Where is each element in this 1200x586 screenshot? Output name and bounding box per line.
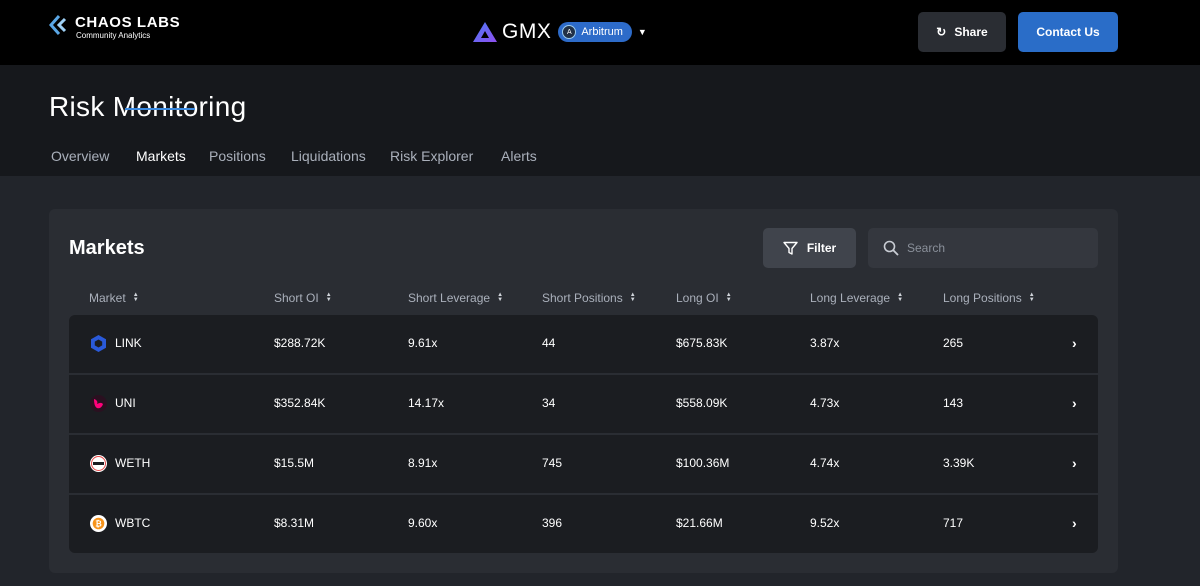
long-positions-cell: 717	[943, 516, 964, 530]
chevron-down-icon[interactable]: ▼	[637, 27, 647, 37]
link-token-icon	[91, 335, 106, 352]
arbitrum-icon: A	[562, 25, 577, 39]
long-positions-cell: 265	[943, 336, 964, 350]
long-oi-cell: $558.09K	[676, 396, 728, 410]
column-label: Short OI	[274, 291, 319, 305]
short-leverage-cell: 9.60x	[408, 516, 438, 530]
long-oi-cell: $100.36M	[676, 456, 730, 470]
filter-label: Filter	[806, 241, 837, 255]
column-header-long-leverage[interactable]: Long Leverage ▲ ▼	[810, 291, 903, 305]
page-title: Risk Monitoring	[49, 91, 247, 122]
chevron-right-icon[interactable]: ›	[1072, 395, 1077, 411]
uni-token-icon	[90, 395, 107, 412]
short-positions-cell: 745	[542, 456, 563, 470]
column-header-long-positions[interactable]: Long Positions ▲ ▼	[943, 291, 1035, 305]
chaos-labs-logo[interactable]: CHAOS LABS Community Analytics	[49, 14, 180, 46]
sort-icon[interactable]: ▲ ▼	[132, 292, 139, 303]
chaos-labs-logo-icon	[49, 15, 67, 35]
short-positions-cell: 44	[542, 336, 556, 350]
markets-card: Markets Filter Market ▲▼ Short OI ▲▼ Sho…	[49, 209, 1118, 573]
column-header-short-positions[interactable]: Short Positions ▲ ▼	[542, 291, 636, 305]
brand-subtitle: Community Analytics	[76, 31, 151, 40]
column-label: Long OI	[676, 291, 719, 305]
tab-bar: Overview Markets Positions Liquidations …	[0, 139, 1200, 176]
svg-text:₿: ₿	[95, 519, 102, 528]
short-leverage-cell: 14.17x	[408, 396, 445, 410]
filter-button[interactable]: Filter	[763, 228, 856, 268]
tab-liquidations[interactable]: Liquidations	[291, 148, 366, 164]
long-positions-cell: 3.39K	[943, 456, 975, 470]
column-label: Long Leverage	[810, 291, 891, 305]
search-input[interactable]	[907, 241, 1067, 255]
contact-us-button[interactable]: Contact Us	[1018, 12, 1118, 52]
long-positions-cell: 143	[943, 396, 964, 410]
wbtc-token-icon: ₿	[90, 515, 107, 532]
table-row[interactable]: UNI $352.84K 14.17x 34 $558.09K 4.73x 14…	[69, 375, 1098, 433]
short-leverage-cell: 8.91x	[408, 456, 438, 470]
long-leverage-cell: 4.74x	[810, 456, 840, 470]
short-oi-cell: $15.5M	[274, 456, 315, 470]
search-box[interactable]	[868, 228, 1098, 268]
short-oi-cell: $8.31M	[274, 516, 315, 530]
network-name: Arbitrum	[581, 26, 623, 38]
active-tab-indicator	[125, 108, 195, 110]
market-name: WETH	[115, 456, 151, 470]
tab-positions[interactable]: Positions	[209, 148, 266, 164]
market-name: UNI	[115, 396, 136, 410]
markets-title: Markets	[69, 237, 145, 259]
sort-icon[interactable]: ▲ ▼	[497, 292, 504, 303]
gmx-logo	[473, 22, 497, 42]
column-header-market[interactable]: Market ▲ ▼	[89, 291, 139, 305]
share-button[interactable]: ↻ Share	[918, 12, 1006, 52]
chevron-right-icon[interactable]: ›	[1072, 335, 1077, 351]
table-row[interactable]: LINK $288.72K 9.61x 44 $675.83K 3.87x 26…	[69, 315, 1098, 373]
column-label: Short Positions	[542, 291, 623, 305]
table-row[interactable]: ₿ WBTC $8.31M 9.60x 396 $21.66M 9.52x 71…	[69, 495, 1098, 553]
market-name: LINK	[115, 336, 142, 350]
protocol-selector[interactable]: GMX A Arbitrum ▼	[472, 18, 647, 46]
chevron-right-icon[interactable]: ›	[1072, 515, 1077, 531]
brand-name: CHAOS LABS	[75, 14, 181, 31]
tab-risk-explorer[interactable]: Risk Explorer	[390, 148, 474, 164]
share-icon: ↻	[936, 25, 947, 39]
sort-icon[interactable]: ▲ ▼	[897, 292, 904, 303]
column-label: Short Leverage	[408, 291, 491, 305]
tab-markets[interactable]: Markets	[136, 148, 186, 164]
search-icon	[883, 240, 899, 256]
short-positions-cell: 34	[542, 396, 556, 410]
filter-icon	[783, 241, 798, 255]
market-name: WBTC	[115, 516, 151, 530]
column-header-long-oi[interactable]: Long OI ▲ ▼	[676, 291, 732, 305]
top-bar: CHAOS LABS Community Analytics GMX A Arb…	[0, 0, 1200, 65]
long-oi-cell: $675.83K	[676, 336, 728, 350]
network-badge[interactable]: A Arbitrum	[558, 22, 632, 42]
short-leverage-cell: 9.61x	[408, 336, 438, 350]
long-leverage-cell: 3.87x	[810, 336, 840, 350]
column-header-short-oi[interactable]: Short OI ▲ ▼	[274, 291, 332, 305]
sort-icon[interactable]: ▲ ▼	[325, 292, 332, 303]
table-row[interactable]: WETH $15.5M 8.91x 745 $100.36M 4.74x 3.3…	[69, 435, 1098, 493]
column-label: Long Positions	[943, 291, 1022, 305]
short-oi-cell: $352.84K	[274, 396, 326, 410]
long-oi-cell: $21.66M	[676, 516, 723, 530]
tab-alerts[interactable]: Alerts	[501, 148, 537, 164]
page-header: Risk Monitoring Overview Markets Positio…	[0, 65, 1200, 176]
short-positions-cell: 396	[542, 516, 563, 530]
long-leverage-cell: 9.52x	[810, 516, 840, 530]
short-oi-cell: $288.72K	[274, 336, 326, 350]
sort-icon[interactable]: ▲ ▼	[629, 292, 636, 303]
long-leverage-cell: 4.73x	[810, 396, 840, 410]
tab-overview[interactable]: Overview	[51, 148, 110, 164]
column-header-short-leverage[interactable]: Short Leverage ▲ ▼	[408, 291, 503, 305]
chevron-right-icon[interactable]: ›	[1072, 455, 1077, 471]
column-label: Market	[89, 291, 126, 305]
weth-token-icon	[90, 455, 107, 472]
table-header: Market ▲ ▼ Short OI ▲ ▼ Short Leverage ▲ ▼ …	[69, 287, 1098, 309]
contact-label: Contact Us	[1036, 25, 1100, 39]
sort-icon[interactable]: ▲ ▼	[1028, 292, 1035, 303]
share-label: Share	[954, 25, 988, 39]
protocol-name: GMX	[502, 20, 552, 43]
sort-icon[interactable]: ▲ ▼	[725, 292, 732, 303]
